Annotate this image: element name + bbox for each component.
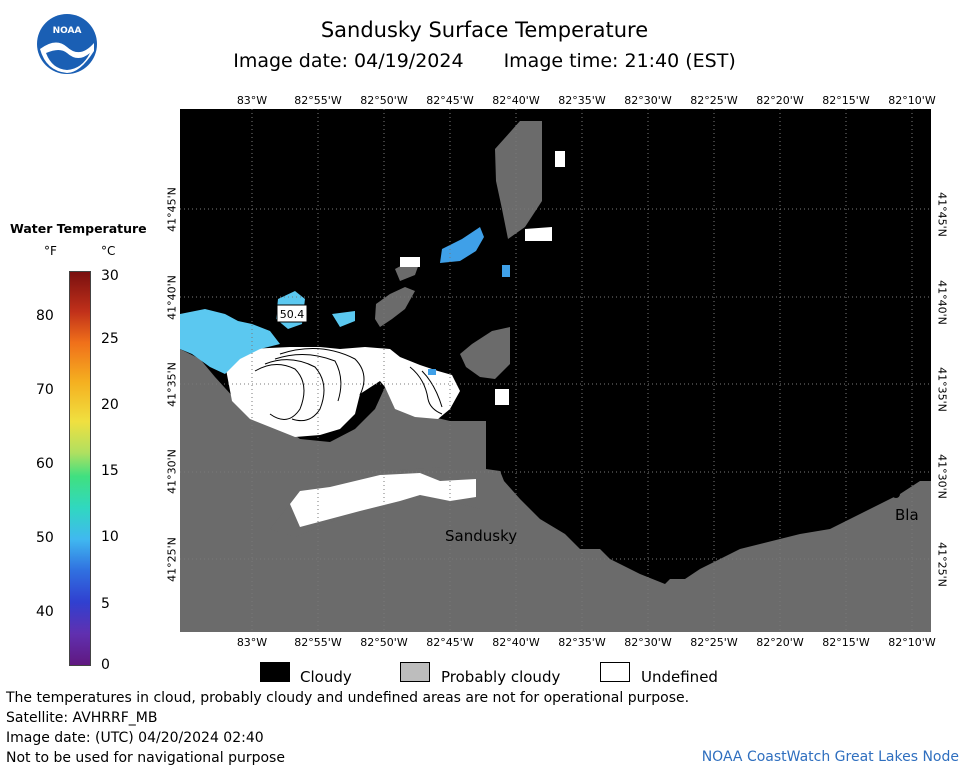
lat-label-left: 41°45'N <box>165 187 179 232</box>
legend-label-cloudy: Cloudy <box>300 668 352 686</box>
lon-label-top: 82°55'W <box>294 94 342 107</box>
footer-utc-date: Image date: (UTC) 04/20/2024 02:40 <box>6 730 264 746</box>
city-marker <box>892 490 900 498</box>
f-tick: 60 <box>36 456 54 472</box>
place-bla: Bla <box>895 506 919 524</box>
undefined-area <box>400 257 420 267</box>
legend-swatch-cloudy <box>260 662 290 682</box>
lat-label-left: 41°25'N <box>165 537 179 582</box>
temp-label: 50.4 <box>280 308 305 321</box>
undefined-area <box>225 347 460 437</box>
c-tick: 30 <box>101 268 119 284</box>
temperature-contours <box>254 348 443 422</box>
c-tick: 15 <box>101 463 119 479</box>
lon-label-top: 82°40'W <box>492 94 540 107</box>
f-tick: 50 <box>36 530 54 546</box>
legend-label-probably-cloudy: Probably cloudy <box>441 668 561 686</box>
lon-label-top: 82°25'W <box>690 94 738 107</box>
f-tick: 80 <box>36 308 54 324</box>
lon-label-top: 82°20'W <box>756 94 804 107</box>
footer-satellite: Satellite: AVHRRF_MB <box>6 710 158 726</box>
footer-note: The temperatures in cloud, probably clou… <box>6 690 690 706</box>
lon-label-top: 82°10'W <box>888 94 936 107</box>
c-tick: 10 <box>101 529 119 545</box>
lon-label-top: 82°35'W <box>558 94 606 107</box>
island <box>495 121 542 239</box>
lon-label-bottom: 82°45'W <box>426 636 474 649</box>
lon-label-bottom: 82°30'W <box>624 636 672 649</box>
footer-nav-warning: Not to be used for navigational purpose <box>6 750 285 766</box>
unit-celsius: °C <box>101 244 116 258</box>
island <box>375 287 415 327</box>
water-temp-area <box>332 311 355 327</box>
lon-label-top: 82°50'W <box>360 94 408 107</box>
water-temp-area <box>440 227 484 263</box>
lon-label-bottom: 82°40'W <box>492 636 540 649</box>
undefined-area <box>525 227 552 241</box>
c-tick: 5 <box>101 596 110 612</box>
lon-label-top: 82°45'W <box>426 94 474 107</box>
island <box>460 327 510 379</box>
legend-label-undefined: Undefined <box>641 668 718 686</box>
c-tick: 0 <box>101 657 110 673</box>
lon-label-bottom: 82°25'W <box>690 636 738 649</box>
water-temp-area <box>428 369 436 375</box>
lat-label-right: 41°40'N <box>935 280 949 325</box>
c-tick: 20 <box>101 397 119 413</box>
lon-label-bottom: 82°10'W <box>888 636 936 649</box>
lat-label-left: 41°35'N <box>165 362 179 407</box>
lon-label-bottom: 82°20'W <box>756 636 804 649</box>
noaa-logo: NOAA <box>37 14 97 74</box>
lat-label-right: 41°30'N <box>935 454 949 499</box>
image-time: Image time: 21:40 (EST) <box>503 50 736 72</box>
lon-label-top: 83°W <box>236 94 268 107</box>
page-title: Sandusky Surface Temperature <box>320 18 649 42</box>
scale-title: Water Temperature <box>10 221 147 236</box>
f-tick: 40 <box>36 604 54 620</box>
undefined-area <box>555 151 565 167</box>
lat-label-right: 41°35'N <box>935 367 949 412</box>
lat-label-right: 41°25'N <box>935 542 949 587</box>
lon-label-bottom: 82°35'W <box>558 636 606 649</box>
lon-label-bottom: 82°50'W <box>360 636 408 649</box>
lat-label-left: 41°40'N <box>165 275 179 320</box>
image-date: Image date: 04/19/2024 <box>233 50 464 72</box>
lon-label-top: 82°30'W <box>624 94 672 107</box>
lon-label-bottom: 82°55'W <box>294 636 342 649</box>
undefined-area <box>290 473 476 527</box>
water-temp-area <box>502 265 510 277</box>
image-datetime: Image date: 04/19/2024 Image time: 21:40 … <box>0 50 969 72</box>
f-tick: 70 <box>36 382 54 398</box>
water-temp-area <box>180 309 280 374</box>
lon-label-bottom: 83°W <box>236 636 268 649</box>
unit-fahrenheit: °F <box>44 244 57 258</box>
logo-text: NOAA <box>53 26 82 36</box>
temp-label-box <box>276 304 308 323</box>
footer-credit: NOAA CoastWatch Great Lakes Node <box>701 749 959 765</box>
color-scale-bar <box>69 271 91 666</box>
c-tick: 25 <box>101 331 119 347</box>
legend-swatch-undefined <box>600 662 630 682</box>
lat-label-left: 41°30'N <box>165 449 179 494</box>
land-mass <box>180 349 931 632</box>
legend-swatch-probably-cloudy <box>400 662 430 682</box>
temperature-map: 50.4 Sandusky Bla <box>180 109 931 632</box>
place-sandusky: Sandusky <box>445 527 517 545</box>
lat-label-right: 41°45'N <box>935 192 949 237</box>
undefined-area <box>495 389 509 405</box>
lon-label-bottom: 82°15'W <box>822 636 870 649</box>
lon-label-top: 82°15'W <box>822 94 870 107</box>
